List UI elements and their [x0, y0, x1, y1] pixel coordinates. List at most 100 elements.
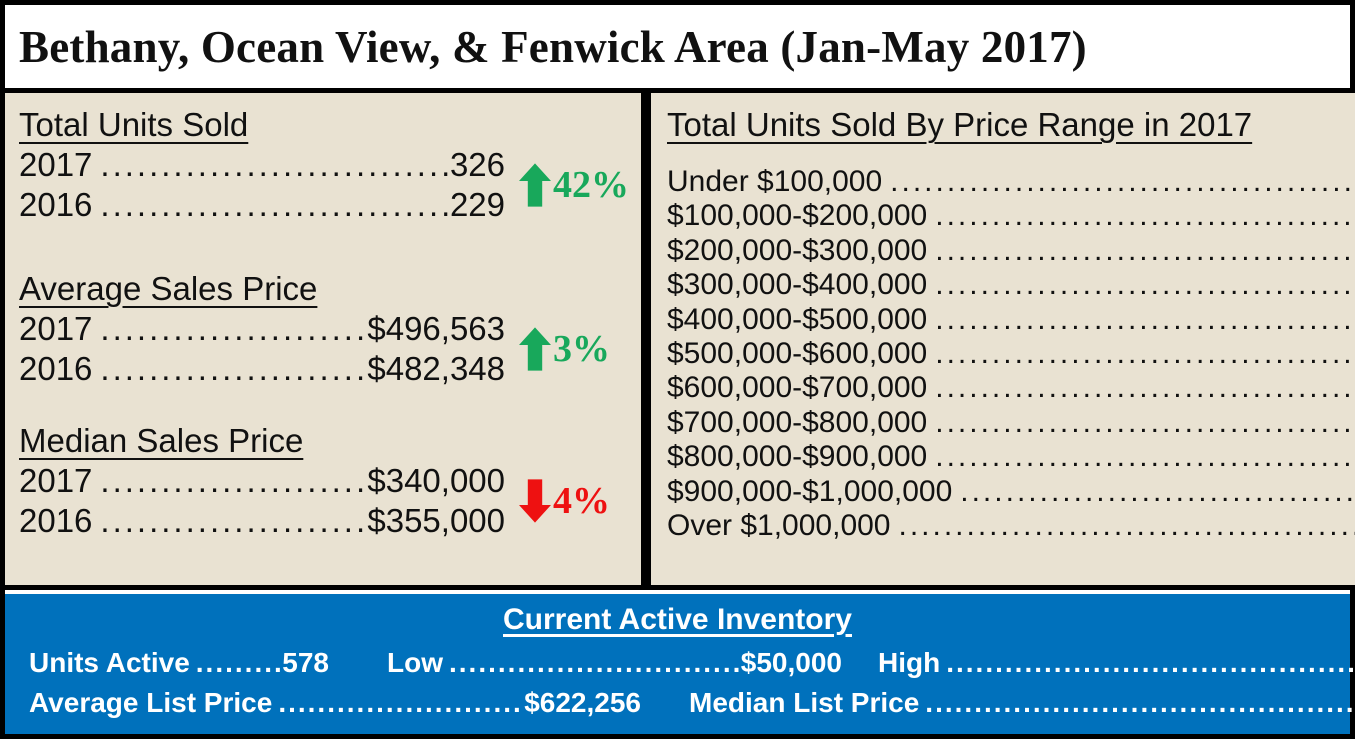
stat-block-average-price: Average Sales Price 2017 ...............…	[19, 269, 629, 389]
range-label: $400,000-$500,000	[667, 302, 928, 336]
leader-dots: ........................................…	[935, 337, 1355, 371]
stat-row: 2016 ...................................…	[19, 501, 505, 541]
price-range-row: $900,000-$1,000,000 ....................…	[667, 475, 1355, 509]
stat-row: 2017 ...................................…	[19, 309, 505, 349]
price-range-panel: Total Units Sold By Price Range in 2017 …	[646, 93, 1355, 590]
leader-dots: ........................................…	[946, 647, 1355, 678]
leader-dots: ........................................…	[935, 405, 1355, 439]
price-range-row: $300,000-$400,000 ......................…	[667, 268, 1355, 302]
inventory-value: 578	[282, 647, 329, 678]
price-range-heading: Total Units Sold By Price Range in 2017	[667, 106, 1253, 143]
range-label: $600,000-$700,000	[667, 371, 928, 405]
inventory-row: Units Active ...........................…	[29, 643, 1355, 683]
year-label: 2017	[19, 310, 93, 347]
inventory-heading: Current Active Inventory	[503, 603, 852, 636]
stat-value: 326	[449, 146, 505, 183]
stat-value: $482,348	[367, 350, 505, 387]
range-label: Under $100,000	[667, 165, 883, 198]
leader-dots: ........................................…	[925, 687, 1355, 718]
leader-dots: ........................................…	[935, 199, 1355, 233]
year-label: 2017	[19, 462, 93, 499]
year-label: 2016	[19, 502, 93, 539]
leader-dots: ........................................…	[100, 310, 368, 347]
summary-panel: Total Units Sold 2017 ..................…	[5, 93, 646, 590]
range-label: $700,000-$800,000	[667, 405, 928, 439]
percent-change: 3%	[519, 327, 610, 371]
inventory-value: $50,000	[740, 647, 842, 678]
leader-dots: ........................................…	[935, 233, 1355, 267]
units-active-stat: Units Active ...........................…	[29, 643, 329, 683]
range-label: $200,000-$300,000	[667, 233, 928, 267]
report-body: Total Units Sold 2017 ..................…	[5, 93, 1355, 590]
year-label: 2017	[19, 146, 93, 183]
range-label: $500,000-$600,000	[667, 337, 928, 371]
stat-value: $355,000	[367, 502, 505, 539]
leader-dots: ........................................…	[100, 350, 368, 387]
stat-value: 229	[449, 186, 505, 223]
stat-value: $340,000	[367, 462, 505, 499]
percent-value: 42%	[553, 164, 629, 206]
leader-dots: ........................................…	[278, 687, 525, 718]
range-label: $100,000-$200,000	[667, 199, 928, 233]
stat-block-median-price: Median Sales Price 2017 ................…	[19, 421, 629, 541]
percent-change: 4%	[519, 479, 610, 523]
leader-dots: ........................................…	[449, 647, 741, 678]
stat-heading: Median Sales Price	[19, 422, 304, 459]
year-label: 2016	[19, 186, 93, 223]
high-price-stat: High ...................................…	[878, 643, 1355, 683]
stat-heading: Total Units Sold	[19, 106, 249, 143]
year-label: 2016	[19, 350, 93, 387]
price-range-row: $400,000-$500,000 ......................…	[667, 303, 1355, 337]
inventory-row: Average List Price .....................…	[29, 683, 1355, 723]
leader-dots: ........................................…	[100, 462, 368, 499]
down-arrow-icon	[519, 479, 551, 523]
price-range-row: Over $1,000,000 ........................…	[667, 509, 1355, 543]
range-label: $800,000-$900,000	[667, 440, 928, 474]
leader-dots: ........................................…	[898, 509, 1355, 543]
price-range-row: $200,000-$300,000 ......................…	[667, 234, 1355, 268]
percent-change: 42%	[519, 163, 629, 207]
leader-dots: ........................................…	[890, 165, 1355, 198]
leader-dots: ........................................…	[100, 502, 368, 539]
stat-row: 2017 ...................................…	[19, 461, 505, 501]
stat-row: 2016 ...................................…	[19, 349, 505, 389]
leader-dots: ........................................…	[935, 302, 1355, 336]
inventory-label: High	[878, 647, 941, 678]
range-label: $900,000-$1,000,000	[667, 474, 953, 508]
price-range-row: $800,000-$900,000 ......................…	[667, 440, 1355, 474]
inventory-label: Average List Price	[29, 687, 273, 718]
percent-value: 3%	[553, 328, 610, 370]
median-list-price-stat: Median List Price ......................…	[689, 683, 1355, 723]
up-arrow-icon	[519, 163, 551, 207]
leader-dots: ........................................…	[195, 647, 283, 678]
leader-dots: ........................................…	[100, 146, 450, 183]
price-range-row: $600,000-$700,000 ......................…	[667, 371, 1355, 405]
range-label: Over $1,000,000	[667, 509, 891, 543]
range-label: $300,000-$400,000	[667, 268, 928, 302]
leader-dots: ........................................…	[935, 268, 1355, 302]
stat-value: $496,563	[367, 310, 505, 347]
stat-row: 2016 ...................................…	[19, 185, 505, 225]
bar-divider	[5, 590, 1350, 594]
inventory-bar: Current Active Inventory Units Active ..…	[5, 594, 1355, 734]
inventory-label: Median List Price	[689, 687, 920, 718]
inventory-label: Units Active	[29, 647, 190, 678]
average-list-price-stat: Average List Price .....................…	[29, 683, 641, 723]
stat-heading: Average Sales Price	[19, 270, 318, 307]
percent-value: 4%	[553, 480, 610, 522]
price-range-row: Under $100,000 .........................…	[667, 165, 1355, 199]
up-arrow-icon	[519, 327, 551, 371]
inventory-label: Low	[387, 647, 443, 678]
low-price-stat: Low ....................................…	[387, 643, 842, 683]
leader-dots: ........................................…	[100, 186, 450, 223]
price-range-row: $500,000-$600,000 ......................…	[667, 337, 1355, 371]
stat-block-total-units: Total Units Sold 2017 ..................…	[19, 105, 629, 225]
leader-dots: ........................................…	[935, 440, 1355, 474]
inventory-value: $622,256	[524, 687, 641, 718]
leader-dots: ........................................…	[935, 371, 1355, 405]
stat-row: 2017 ...................................…	[19, 145, 505, 185]
price-range-row: $100,000-$200,000 ......................…	[667, 199, 1355, 233]
price-range-row: $700,000-$800,000 ......................…	[667, 406, 1355, 440]
report-title: Bethany, Ocean View, & Fenwick Area (Jan…	[5, 5, 1350, 93]
